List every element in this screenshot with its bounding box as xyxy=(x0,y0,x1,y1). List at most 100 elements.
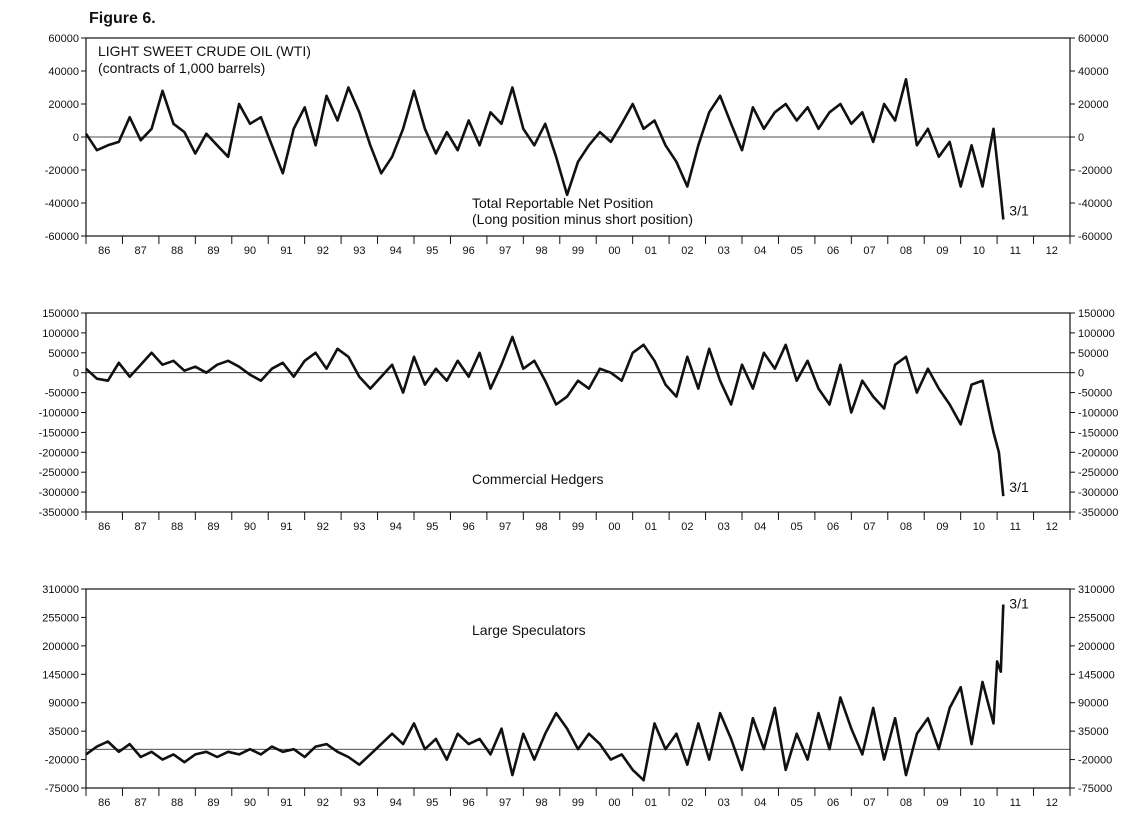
panel-2-year-label: 87 xyxy=(135,521,147,533)
panel-3-ytick-label-left: 255000 xyxy=(42,612,79,624)
panel-3-ytick-label-left: 200000 xyxy=(42,641,79,653)
panel-3-year-label: 91 xyxy=(280,797,292,809)
panel-1-year-label: 10 xyxy=(973,245,985,257)
panel-2-ytick-label-left: -50000 xyxy=(45,388,79,400)
panel-1-year-label: 00 xyxy=(608,245,620,257)
panel-2-year-label: 09 xyxy=(936,521,948,533)
panel-2-ytick-label-left: -250000 xyxy=(39,467,79,479)
panel-2-ytick-label-left: -200000 xyxy=(39,447,79,459)
panel-2-year-label: 03 xyxy=(718,521,730,533)
panel-1-year-label: 93 xyxy=(353,245,365,257)
panel-1-subtitle: (contracts of 1,000 barrels) xyxy=(98,60,265,76)
panel-2-year-label: 91 xyxy=(280,521,292,533)
panel-1-year-label: 02 xyxy=(681,245,693,257)
panel-1-ytick-label-left: -60000 xyxy=(45,231,79,243)
panel-1-year-label: 91 xyxy=(280,245,292,257)
panel-3-year-label: 87 xyxy=(135,797,147,809)
panel-2-year-label: 04 xyxy=(754,521,766,533)
panel-2-ytick-label-right: -300000 xyxy=(1078,487,1118,499)
panel-2-year-label: 96 xyxy=(463,521,475,533)
panel-1-year-label: 04 xyxy=(754,245,766,257)
panel-2-ytick-label-left: 100000 xyxy=(42,328,79,340)
panel-1-end-label: 3/1 xyxy=(1009,203,1029,219)
panel-3-ytick-label-left: 145000 xyxy=(42,669,79,681)
panel-1-ytick-label-left: -40000 xyxy=(45,198,79,210)
panel-3-year-label: 96 xyxy=(463,797,475,809)
panel-1-ytick-label-right: -60000 xyxy=(1078,231,1112,243)
panel-2-ytick-label-right: 0 xyxy=(1078,368,1084,380)
panel-2-year-label: 93 xyxy=(353,521,365,533)
panel-1-year-label: 94 xyxy=(390,245,402,257)
panel-1-year-label: 11 xyxy=(1010,245,1021,257)
panel-3-ytick-label-right: 200000 xyxy=(1078,641,1115,653)
panel-2-year-label: 99 xyxy=(572,521,584,533)
panel-3-annotation: Large Speculators xyxy=(472,622,586,638)
panel-2-annotation: Commercial Hedgers xyxy=(472,471,603,487)
panel-3-ytick-label-right: -20000 xyxy=(1078,755,1112,767)
panel-2-ytick-label-right: 50000 xyxy=(1078,348,1109,360)
panel-3-year-label: 90 xyxy=(244,797,256,809)
panel-1-year-label: 96 xyxy=(463,245,475,257)
panel-3-year-label: 08 xyxy=(900,797,912,809)
panel-1-year-label: 01 xyxy=(645,245,657,257)
panel-3-year-label: 07 xyxy=(863,797,875,809)
panel-3-ytick-label-left: -20000 xyxy=(45,755,79,767)
panel-2-year-label: 05 xyxy=(791,521,803,533)
panel-3-ytick-label-left: 90000 xyxy=(48,698,79,710)
panel-2-ytick-label-right: -50000 xyxy=(1078,388,1112,400)
panel-1-ytick-label-right: -40000 xyxy=(1078,198,1112,210)
panel-3-year-label: 05 xyxy=(791,797,803,809)
panel-3-year-label: 01 xyxy=(645,797,657,809)
panel-2-year-label: 88 xyxy=(171,521,183,533)
panel-2-ytick-label-right: -150000 xyxy=(1078,427,1118,439)
panel-3-year-label: 09 xyxy=(936,797,948,809)
panel-3-frame xyxy=(85,588,1071,789)
panel-3-year-label: 92 xyxy=(317,797,329,809)
panel-1-year-label: 95 xyxy=(426,245,438,257)
panel-1-year-label: 06 xyxy=(827,245,839,257)
panel-2-series-line xyxy=(85,335,1005,497)
panel-1-year-label: 86 xyxy=(98,245,110,257)
panel-3-end-label: 3/1 xyxy=(1009,596,1029,612)
panel-2-ytick-label-left: 150000 xyxy=(42,308,79,320)
panel-2-ytick-label-left: 0 xyxy=(73,368,79,380)
panel-3-year-label: 88 xyxy=(171,797,183,809)
panel-1-year-label: 88 xyxy=(171,245,183,257)
panel-1-ytick-label-right: 20000 xyxy=(1078,99,1109,111)
panel-1-ytick-label-left: 60000 xyxy=(48,33,79,45)
panel-3-year-label: 89 xyxy=(207,797,219,809)
panel-3-ytick-label-left: 35000 xyxy=(48,726,79,738)
panel-1-annotation-2: (Long position minus short position) xyxy=(472,211,693,227)
panel-3-year-label: 02 xyxy=(681,797,693,809)
panel-2-ytick-label-right: -350000 xyxy=(1078,507,1118,519)
panel-2-year-label: 95 xyxy=(426,521,438,533)
panel-2-ytick-label-left: -350000 xyxy=(39,507,79,519)
panel-2-year-label: 10 xyxy=(973,521,985,533)
panel-2-year-label: 86 xyxy=(98,521,110,533)
panel-1-ytick-label-left: 40000 xyxy=(48,66,79,78)
panel-3-year-label: 12 xyxy=(1046,797,1058,809)
panel-3-ytick-label-right: -75000 xyxy=(1078,783,1112,795)
panel-2-ytick-label-right: 100000 xyxy=(1078,328,1115,340)
panel-3-year-label: 99 xyxy=(572,797,584,809)
panel-2-ytick-label-left: 50000 xyxy=(48,348,79,360)
panel-3-year-label: 06 xyxy=(827,797,839,809)
panel-2-ytick-label-right: 150000 xyxy=(1078,308,1115,320)
panel-1-year-label: 97 xyxy=(499,245,511,257)
panel-2-ytick-label-right: -100000 xyxy=(1078,408,1118,420)
panel-3-year-label: 11 xyxy=(1010,797,1021,809)
panel-2-year-label: 97 xyxy=(499,521,511,533)
panel-2-ytick-label-left: -300000 xyxy=(39,487,79,499)
panel-2-ytick-label-right: -200000 xyxy=(1078,447,1118,459)
panel-1-ytick-label-right: 40000 xyxy=(1078,66,1109,78)
panel-2-year-label: 02 xyxy=(681,521,693,533)
panel-3-year-label: 00 xyxy=(608,797,620,809)
panel-1-year-label: 99 xyxy=(572,245,584,257)
panel-2-year-label: 11 xyxy=(1010,521,1021,533)
panel-2-ytick-label-right: -250000 xyxy=(1078,467,1118,479)
panel-1-year-label: 90 xyxy=(244,245,256,257)
panel-1-year-label: 12 xyxy=(1046,245,1058,257)
panel-1-ytick-label-right: -20000 xyxy=(1078,165,1112,177)
panel-3-ytick-label-left: -75000 xyxy=(45,783,79,795)
